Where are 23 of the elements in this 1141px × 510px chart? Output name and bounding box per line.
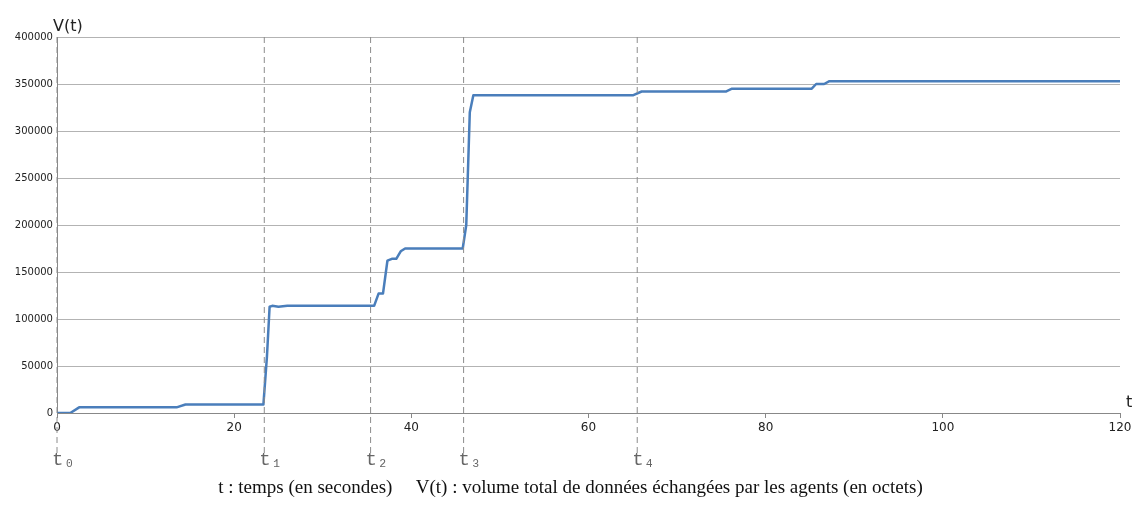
y-tick-label: 0: [46, 406, 53, 418]
y-tick-label: 50000: [21, 359, 53, 371]
y-tick-label: 350000: [14, 77, 53, 89]
y-tick-label: 300000: [14, 124, 53, 136]
x-tick-label: 40: [403, 420, 419, 435]
y-axis-title: V(t): [53, 16, 83, 36]
x-axis-title: t: [1126, 392, 1133, 412]
ref-line-label: t₄: [632, 449, 656, 471]
ref-line-label: t₀: [52, 449, 75, 471]
x-tick-label: 20: [226, 420, 242, 435]
x-tick-label: 80: [758, 420, 774, 435]
y-tick-label: 200000: [14, 218, 53, 230]
y-tick-label: 400000: [14, 30, 53, 42]
y-tick-label: 250000: [14, 171, 53, 183]
ref-line-label: t₁: [259, 449, 283, 471]
y-tick-label: 100000: [14, 312, 53, 324]
x-tick-label: 60: [580, 420, 597, 435]
x-tick-label: 100: [931, 420, 955, 435]
ref-line-label: t₂: [365, 449, 389, 471]
ref-line-label: t₃: [458, 449, 482, 471]
y-tick-label: 150000: [14, 265, 53, 277]
text: t : temps (en secondes) V(t) : volume total de données échangées par les agents (en octets): [217, 476, 924, 498]
x-tick-label: 120: [1108, 420, 1132, 435]
